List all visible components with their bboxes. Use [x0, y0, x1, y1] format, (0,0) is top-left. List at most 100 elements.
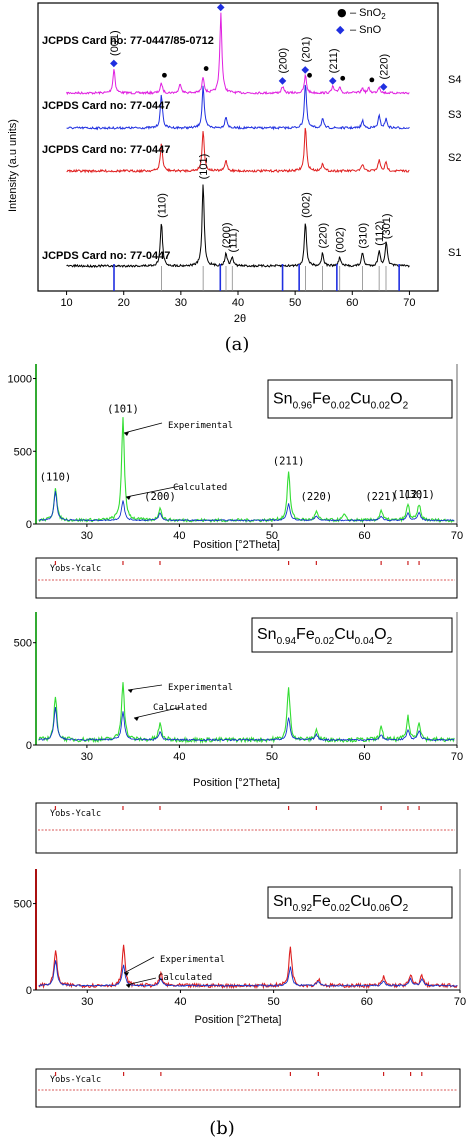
peak-label: (220)	[379, 54, 391, 80]
y-tick-label: 0	[26, 519, 32, 531]
refinement-plot-2: 0 500 30 40 50 60 70 Position [°2Theta] Sn0.94Fe…	[14, 612, 463, 854]
x-tick-label: 30	[81, 751, 93, 763]
peak-label: (101)	[107, 403, 139, 415]
composition-box	[251, 617, 453, 653]
x-tick-label: 30	[81, 996, 93, 1008]
peak-label: (001)	[109, 30, 121, 56]
x-tick-label: 70	[451, 530, 463, 542]
peak-label: (101)	[198, 154, 210, 180]
panel-b-label: (b)	[209, 1118, 235, 1139]
x-tick-label: 60	[358, 530, 370, 542]
panel-a: S4 JCPDS Card no: 77-0447/85-0712 S3 JCPDS …	[7, 2, 461, 355]
annotation-calculated: Calculated	[173, 483, 227, 493]
panel-a-label: (a)	[225, 334, 250, 355]
peak-label: (200)	[278, 48, 290, 74]
x-tick-label: 60	[361, 996, 373, 1008]
card-label-s2: JCPDS Card no: 77-0447	[42, 144, 170, 156]
series-line-calculated	[38, 706, 455, 742]
annotation-arrow	[125, 977, 157, 986]
series-line-calculated	[38, 960, 458, 987]
legend-sno-marker: ◆	[336, 23, 345, 36]
peak-label: (301)	[381, 213, 393, 239]
series-label-s2: S2	[448, 152, 461, 164]
y-tick-label: 500	[14, 899, 32, 911]
composition-formula: Sn0.92Fe0.02Cu0.06O2	[273, 893, 409, 914]
peak-label: (220)	[318, 223, 330, 249]
series-label-s4: S4	[448, 74, 461, 86]
composition-formula: Sn0.94Fe0.02Cu0.04O2	[257, 626, 393, 647]
x-tick-label: 40	[173, 751, 185, 763]
residual-label: Yobs-Ycalc	[50, 1075, 101, 1085]
composition-formula: Sn0.96Fe0.02Cu0.02O2	[273, 391, 409, 412]
residual-box	[35, 557, 458, 599]
y-tick-label: 500	[14, 446, 32, 458]
x-tick-label: 50	[268, 996, 280, 1008]
arrow-head	[134, 717, 139, 721]
peak-label: (211)	[273, 456, 305, 468]
annotation-experimental: Experimental	[168, 683, 233, 693]
composition-box	[267, 886, 453, 919]
peak-label: (211)	[328, 48, 340, 73]
y-tick-label: 500	[14, 638, 32, 650]
annotation-experimental: Experimental	[160, 955, 225, 965]
annotation-arrow	[133, 706, 183, 719]
panel-a-legend: ● – SnO2 ◆ – SnO	[336, 6, 386, 36]
peak-label: (112)	[374, 221, 386, 246]
sno-marker: ◆	[380, 81, 388, 92]
annotation-calculated: Calculated	[153, 703, 207, 713]
x-tick-label: 30	[81, 530, 93, 542]
composition-box	[267, 379, 453, 419]
x-axis-label: Position [°2Theta]	[193, 777, 280, 789]
legend-sno-label: – SnO	[350, 24, 382, 36]
x-tick-label: 60	[358, 751, 370, 763]
x-tick-label: 40	[232, 297, 244, 309]
panel-a-x-axis-label: 2θ	[234, 313, 246, 325]
annotation-arrow	[127, 684, 163, 691]
peak-label: (110)	[40, 472, 72, 484]
peak-label: (002)	[335, 227, 347, 253]
annotation-arrow	[123, 956, 155, 974]
annotation-calculated: Calculated	[158, 973, 212, 983]
peak-label: (112)	[392, 489, 424, 501]
peak-label: (310)	[358, 223, 370, 249]
x-tick-label: 70	[403, 297, 415, 309]
sno2-marker	[162, 72, 167, 78]
peak-label: (111)	[227, 228, 239, 252]
annotation-arrow	[123, 422, 163, 434]
x-tick-label: 70	[451, 751, 463, 763]
arrow-head	[124, 972, 129, 976]
x-tick-label: 60	[346, 297, 358, 309]
sno-marker: ◆	[279, 75, 287, 86]
sno-marker: ◆	[329, 75, 337, 86]
sno-marker: ◆	[301, 64, 309, 75]
x-tick-label: 30	[175, 297, 187, 309]
sno-marker: ◆	[110, 58, 118, 69]
residual-label: Yobs-Ycalc	[50, 809, 101, 819]
series-label-s3: S3	[448, 109, 461, 121]
legend-sno2-label: – SnO2	[350, 7, 386, 21]
peak-label: (200)	[144, 491, 176, 503]
sno2-marker	[340, 75, 346, 81]
series-line-s1	[66, 184, 410, 269]
series-label-s1: S1	[448, 247, 461, 259]
peak-label: (200)	[221, 222, 233, 248]
series-line-calculated	[38, 491, 455, 522]
x-tick-label: 10	[60, 297, 72, 309]
sno2-marker	[369, 77, 375, 83]
x-tick-label: 70	[454, 996, 466, 1008]
peak-label: (301)	[403, 489, 435, 501]
arrow-head	[124, 432, 129, 436]
x-tick-label: 50	[289, 297, 301, 309]
series-line-s4	[66, 12, 410, 96]
card-label-s4: JCPDS Card no: 77-0447/85-0712	[42, 35, 214, 47]
peak-label: (220)	[301, 491, 333, 503]
peak-label: (221)	[365, 491, 397, 503]
x-tick-label: 50	[266, 530, 278, 542]
panel-a-y-axis-label: Intensity (a.u units)	[7, 119, 19, 212]
arrow-head	[126, 496, 131, 500]
peak-label: (002)	[300, 192, 312, 218]
x-axis-label: Position [°2Theta]	[193, 539, 280, 551]
x-tick-label: 50	[266, 751, 278, 763]
residual-label: Yobs-Ycalc	[50, 564, 101, 574]
